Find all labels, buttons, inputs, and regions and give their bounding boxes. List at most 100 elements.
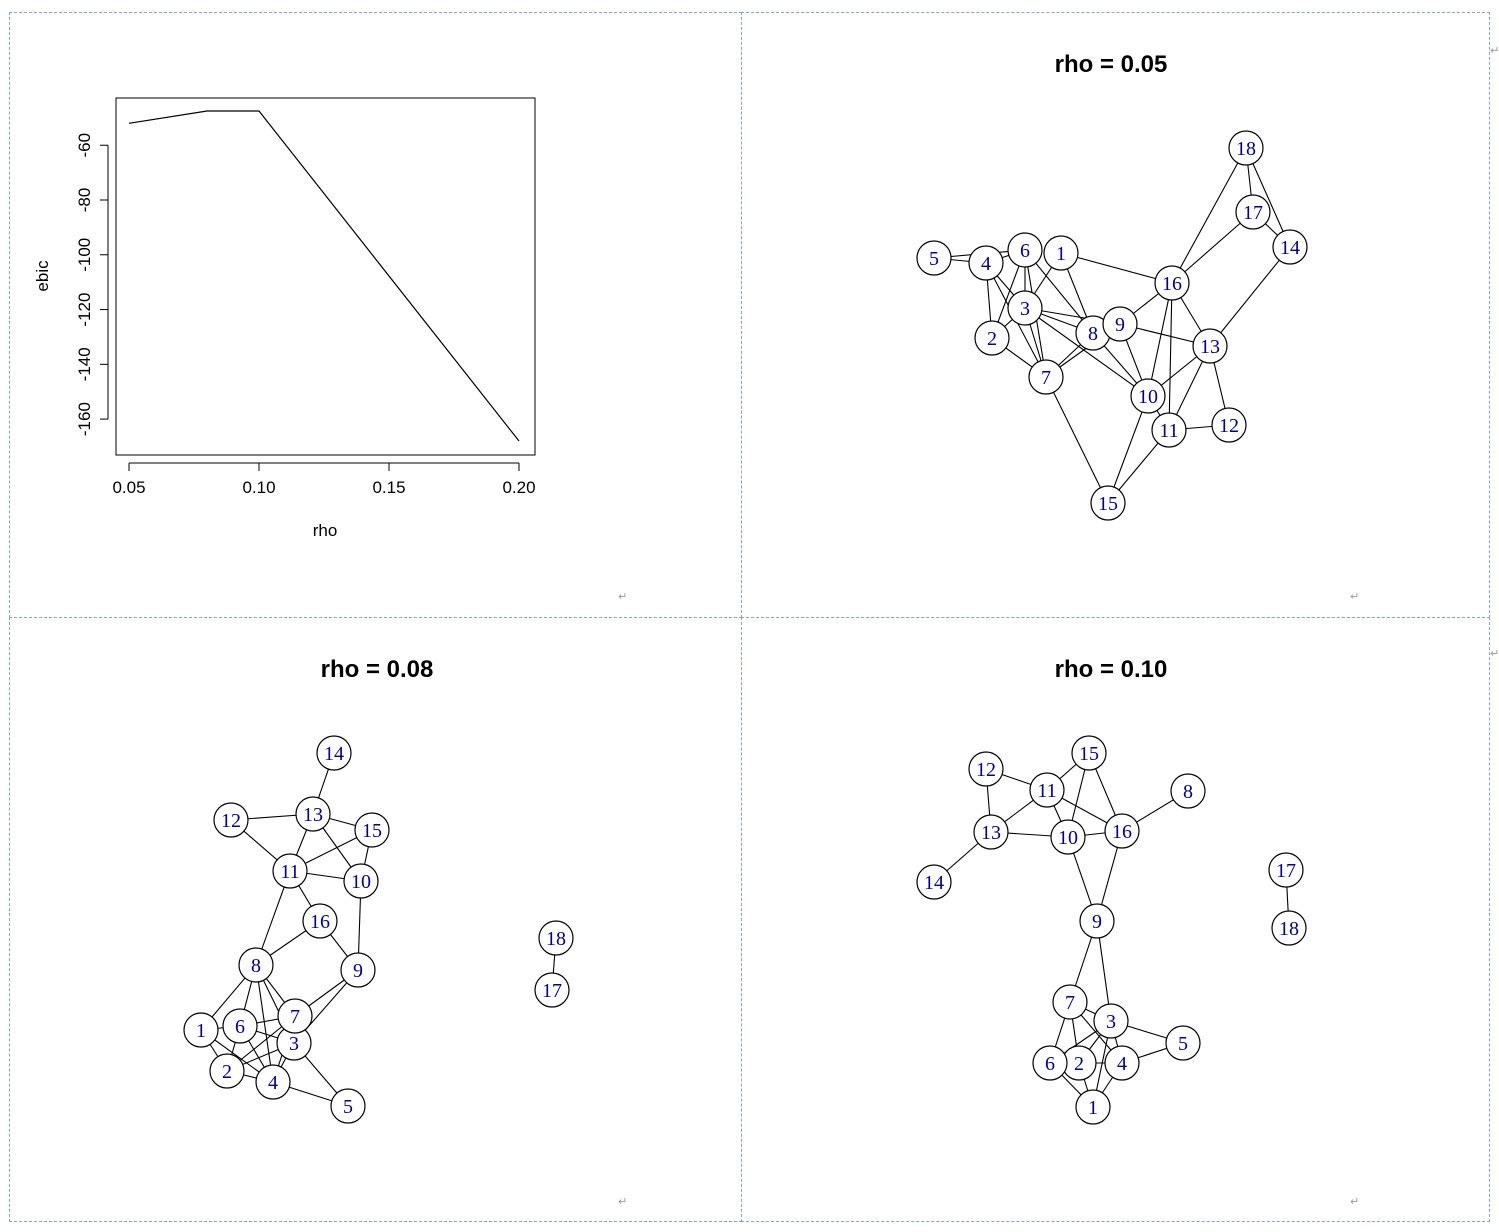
graph-node	[1235, 194, 1271, 230]
graph-node	[222, 1008, 258, 1044]
return-mark: ↵	[1350, 1195, 1360, 1208]
graph-edge	[1024, 307, 1149, 397]
graph-node	[255, 1064, 291, 1100]
graph-node-label: 5	[343, 1096, 353, 1118]
graph-node-label: 13	[303, 804, 323, 826]
graph-node-label: 5	[1178, 1033, 1188, 1055]
x-axis-label: rho	[313, 521, 338, 540]
return-mark: ↵	[618, 590, 628, 603]
graph-node-label: 6	[235, 1016, 245, 1038]
y-tick-label: -100	[75, 238, 94, 272]
x-tick-label: 0.15	[372, 478, 405, 497]
graph-node-label: 14	[324, 743, 344, 765]
graph-node-label: 3	[289, 1033, 299, 1055]
graph-node-label: 17	[1276, 860, 1296, 882]
panel-network-rho-010	[741, 617, 1490, 1222]
graph-node-label: 13	[1200, 336, 1220, 358]
graph-node	[1032, 1045, 1068, 1081]
graph-node	[1102, 306, 1138, 342]
graph-node	[538, 920, 574, 956]
graph-node-label: 8	[1088, 323, 1098, 345]
graph-node-label: 11	[1037, 780, 1056, 802]
graph-node	[1071, 735, 1107, 771]
graph-node	[1029, 772, 1065, 808]
graph-node-label: 6	[1020, 240, 1030, 262]
graph-node-label: 16	[1162, 273, 1182, 295]
graph-node	[1154, 265, 1190, 301]
graph-node	[1151, 412, 1187, 448]
graph-node	[1043, 235, 1079, 271]
graph-node-label: 15	[1098, 493, 1118, 515]
graph-node	[1192, 328, 1228, 364]
graph-node-label: 8	[251, 955, 261, 977]
graph-node-label: 12	[976, 759, 996, 781]
y-tick-label: -80	[75, 188, 94, 213]
graph-node-label: 10	[351, 871, 371, 893]
graph-node-label: 9	[353, 960, 363, 982]
graph-edge	[1147, 282, 1173, 397]
graph-node	[1050, 819, 1086, 855]
graph-edge	[1245, 147, 1291, 248]
graph-node-label: 6	[1045, 1053, 1055, 1075]
graph-node	[1165, 1025, 1201, 1061]
graph-node-label: 2	[987, 328, 997, 350]
graph-node	[968, 751, 1004, 787]
plot-frame	[115, 97, 536, 456]
graph-node-label: 16	[310, 911, 330, 933]
graph-node-label: 15	[362, 820, 382, 842]
graph-node	[1104, 1045, 1140, 1081]
graph-node	[974, 320, 1010, 356]
graph-node-label: 1	[1056, 243, 1066, 265]
graph-node-label: 7	[1041, 367, 1051, 389]
x-tick-label: 0.20	[502, 478, 535, 497]
graph-node	[1079, 903, 1115, 939]
graph-node-label: 7	[1065, 992, 1075, 1014]
graph-edge	[1171, 147, 1247, 284]
graph-node	[340, 952, 376, 988]
y-axis-label: ebic	[33, 260, 52, 292]
graph-node	[968, 245, 1004, 281]
graph-node	[213, 802, 249, 838]
graph-node	[183, 1012, 219, 1048]
graph-node-label: 15	[1079, 743, 1099, 765]
graph-node	[272, 853, 308, 889]
graph-node	[1052, 984, 1088, 1020]
ebic-series-line	[128, 110, 520, 442]
graph-node	[916, 240, 952, 276]
graph-edge	[1060, 252, 1173, 284]
graph-node	[354, 812, 390, 848]
graph-node-label: 2	[1074, 1053, 1084, 1075]
graph-node-label: 13	[981, 822, 1001, 844]
graph-edge	[1168, 282, 1173, 431]
graph-node-label: 17	[1243, 202, 1263, 224]
graph-node-label: 11	[1159, 420, 1178, 442]
graph-node-label: 18	[546, 928, 566, 950]
graph-node-label: 9	[1092, 911, 1102, 933]
y-tick-label: -160	[75, 402, 94, 436]
graph-node-label: 10	[1058, 827, 1078, 849]
y-tick-label: -140	[75, 347, 94, 381]
graph-node-label: 18	[1279, 918, 1299, 940]
graph-node-label: 1	[196, 1020, 206, 1042]
graph-node	[1211, 407, 1247, 443]
graph-node	[1268, 852, 1304, 888]
graph-node-label: 5	[929, 248, 939, 270]
graph-title: rho = 0.05	[1055, 51, 1168, 78]
graph-edge	[1107, 395, 1149, 504]
graph-node	[295, 796, 331, 832]
graph-title: rho = 0.10	[1055, 656, 1168, 683]
return-mark: ↵	[618, 1195, 628, 1208]
graph-node-label: 12	[221, 810, 241, 832]
graph-node-label: 8	[1183, 781, 1193, 803]
graph-node-label: 14	[1280, 237, 1300, 259]
graph-node	[238, 947, 274, 983]
graph-node	[1271, 910, 1307, 946]
graph-node-label: 14	[924, 872, 944, 894]
graph-node-label: 16	[1112, 821, 1132, 843]
graph-edge	[255, 964, 274, 1083]
y-tick-label: -60	[75, 133, 94, 158]
graph-node-label: 1	[1088, 1097, 1098, 1119]
graph-title: rho = 0.08	[321, 656, 434, 683]
